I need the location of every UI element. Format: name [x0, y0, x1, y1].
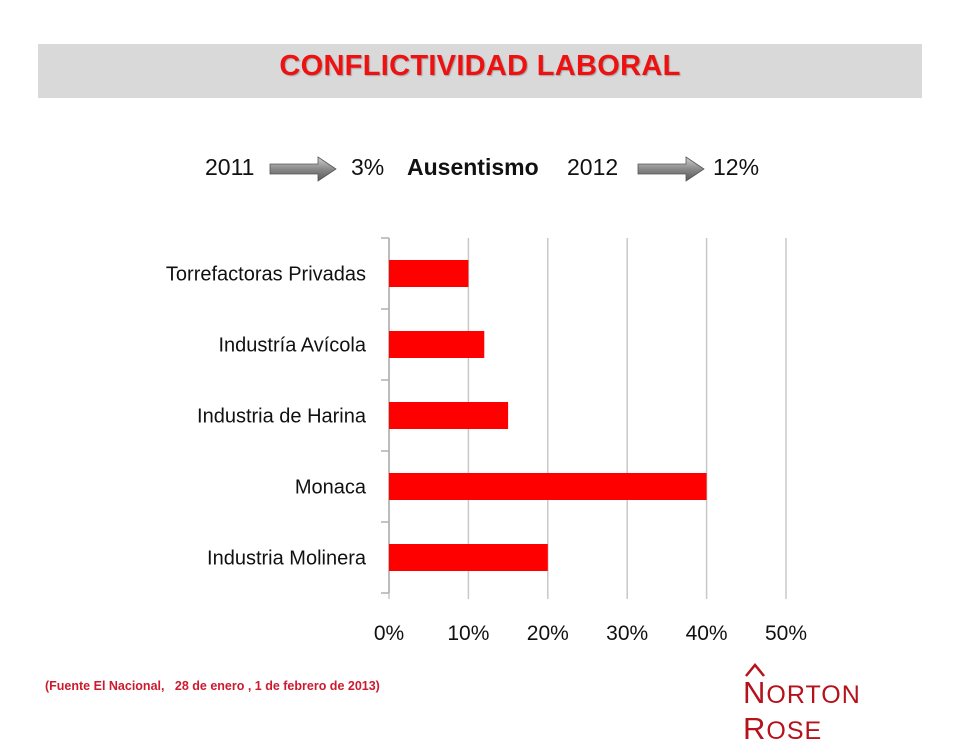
- category-label: Monaca: [295, 477, 367, 499]
- title-bar: CONFLICTIVIDAD LABORAL: [38, 44, 922, 98]
- bar: [389, 260, 469, 287]
- bar: [389, 331, 485, 358]
- slide-title: CONFLICTIVIDAD LABORAL: [279, 50, 681, 82]
- x-tick-label: 50%: [765, 622, 807, 645]
- arrow-right-icon: [269, 156, 337, 182]
- bar: [389, 473, 707, 500]
- norton-rose-logo: NORTON ROSE: [743, 663, 928, 746]
- bar: [389, 402, 509, 429]
- absenteeism-label: Ausentismo: [407, 154, 539, 180]
- arrow-right-icon: [637, 156, 705, 182]
- category-label: Industria de Harina: [197, 406, 367, 428]
- value-2012: 12%: [713, 154, 760, 180]
- category-label: Industría Avícola: [219, 335, 367, 357]
- x-tick-label: 10%: [447, 622, 489, 645]
- logo-chevron-icon: [745, 663, 765, 677]
- x-tick-label: 40%: [686, 622, 728, 645]
- x-tick-label: 20%: [527, 622, 569, 645]
- x-tick-label: 30%: [606, 622, 648, 645]
- value-2011: 3%: [351, 154, 385, 180]
- year-2011: 2011: [205, 154, 255, 180]
- absenteeism-bar-chart: 0% 10% 20% 30% 40% 50% Torrefactoras Privadas I…: [166, 237, 807, 645]
- absenteeism-summary: 2011 3% Ausentismo 2012 12%: [0, 150, 960, 190]
- category-label: Industria Molinera: [207, 548, 367, 570]
- source-note: (Fuente El Nacional, 28 de enero , 1 de …: [45, 679, 380, 693]
- bar: [389, 544, 548, 571]
- year-2012: 2012: [567, 154, 619, 180]
- x-tick-label: 0%: [374, 622, 404, 645]
- category-label: Torrefactoras Privadas: [166, 264, 366, 286]
